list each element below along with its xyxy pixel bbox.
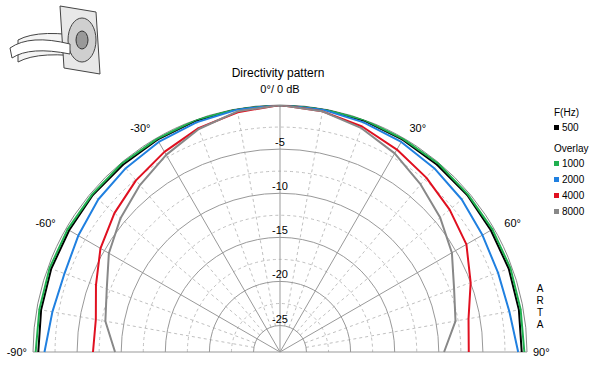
angle-grid-line — [66, 229, 280, 353]
radial-tick-label: -5 — [275, 136, 285, 148]
angle-tick-label: 60° — [504, 217, 521, 229]
radial-grid-line — [285, 109, 323, 326]
grid-ring — [165, 237, 394, 352]
series-line — [44, 105, 518, 352]
legend-label: 2000 — [562, 174, 585, 185]
radial-grid-line — [196, 120, 271, 327]
legend-swatch — [554, 193, 559, 198]
legend: F(Hz) 500 Overlay 1000 2000 4000 8000 — [554, 107, 588, 217]
radial-grid-line — [306, 309, 523, 347]
side-label: ARTA — [536, 283, 543, 330]
radial-grid-line — [48, 268, 255, 343]
angle-tick-label: 30° — [410, 122, 427, 134]
radial-tick-label: -25 — [272, 313, 288, 325]
speaker-icon — [10, 6, 100, 74]
angle-grid-line — [280, 229, 494, 353]
radial-grid-line — [289, 120, 364, 327]
chart: Directivity pattern -25 -20 -15 -10 -5 -90° -60… — [0, 0, 610, 373]
series-line — [93, 105, 471, 352]
grid-ring — [254, 326, 307, 352]
legend-label: 500 — [562, 122, 579, 133]
radial-grid-line — [305, 268, 512, 343]
legend-swatch — [554, 209, 559, 214]
radial-grid-line — [237, 109, 275, 326]
angle-grid-line — [157, 138, 281, 352]
radial-grid-line — [297, 163, 439, 332]
series-line — [105, 105, 455, 352]
angle-tick-label: -90° — [7, 346, 27, 358]
angle-tick-label: 90° — [533, 346, 550, 358]
legend-swatch — [554, 125, 559, 130]
angle-grid-line — [280, 352, 527, 353]
title: Directivity pattern — [232, 66, 325, 80]
angle-grid-line — [33, 352, 280, 353]
legend-label: 1000 — [562, 158, 585, 169]
legend-label: 8000 — [562, 206, 585, 217]
radial-tick-label: -10 — [272, 180, 288, 192]
legend-swatch — [554, 161, 559, 166]
series-line — [38, 105, 521, 352]
radial-grid-line — [91, 193, 260, 335]
legend-swatch — [554, 177, 559, 182]
angle-tick-label: 0°/ 0 dB — [260, 83, 299, 95]
radial-tick-label: -20 — [272, 268, 288, 280]
plot-area — [36, 105, 525, 352]
radial-grid-line — [37, 309, 254, 347]
grid-ring — [209, 281, 350, 352]
angle-tick-label: -60° — [35, 217, 55, 229]
legend-label: 4000 — [562, 190, 585, 201]
series-line — [36, 105, 525, 352]
legend-title: F(Hz) — [554, 107, 579, 118]
grid-ring — [121, 193, 439, 352]
angle-grid-line — [280, 138, 404, 352]
legend-subtitle: Overlay — [554, 143, 588, 154]
outer-ring — [33, 105, 527, 352]
grid — [33, 105, 527, 352]
radial-tick-label: -15 — [272, 224, 288, 236]
angle-tick-label: -30° — [130, 122, 150, 134]
